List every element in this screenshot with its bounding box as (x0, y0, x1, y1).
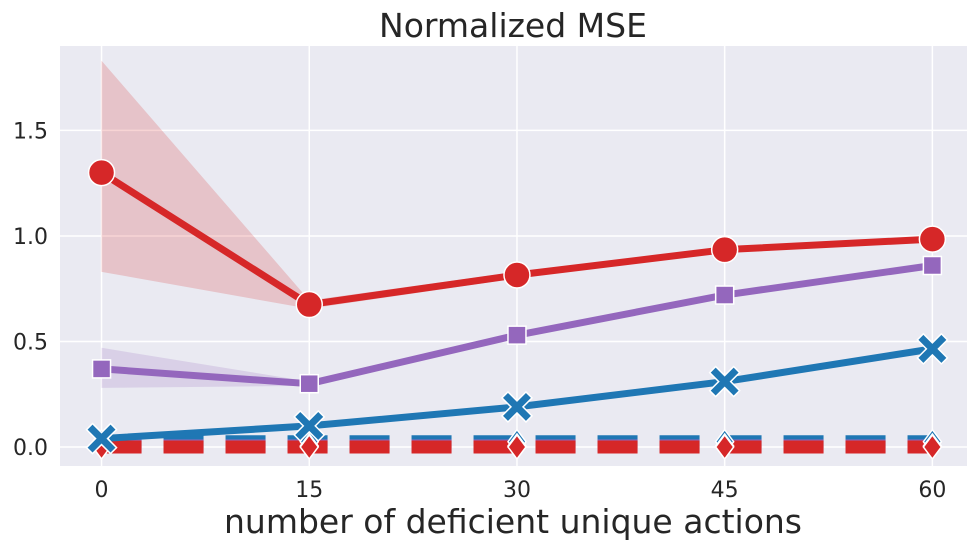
data-point (91, 359, 112, 379)
data-point (918, 225, 947, 253)
data-point (295, 290, 324, 319)
x-axis-label: number of deficient unique actions (224, 502, 802, 541)
x-tick-label: 0 (95, 478, 109, 503)
data-point (710, 367, 739, 396)
x-tick-label: 30 (503, 478, 531, 503)
data-point (714, 285, 735, 305)
data-point (503, 392, 531, 421)
data-point (918, 334, 947, 363)
data-point (87, 424, 116, 453)
x-tick-label: 45 (711, 478, 739, 503)
data-point (295, 411, 324, 440)
x-tick-label: 60 (918, 478, 946, 503)
data-point (299, 433, 320, 461)
chart-title: Normalized MSE (379, 6, 647, 45)
y-tick-label: 0.5 (13, 330, 48, 355)
data-point (299, 373, 320, 394)
data-point (507, 433, 527, 461)
tick-labels: 0 15 30 45 60 0.0 0.5 1.0 1.5 (13, 119, 946, 503)
x-tick-label: 15 (295, 478, 323, 503)
y-tick-label: 1.5 (13, 119, 48, 144)
y-tick-label: 0.0 (13, 436, 48, 461)
plot-background (60, 46, 967, 466)
data-point (503, 261, 531, 289)
data-point (507, 325, 527, 345)
confidence-band (101, 60, 933, 309)
data-point (87, 158, 116, 187)
data-point (922, 433, 943, 461)
series-markers (85, 158, 949, 461)
data-point (714, 433, 735, 461)
y-tick-label: 1.0 (13, 225, 48, 250)
data-point (710, 235, 739, 264)
data-point (922, 255, 943, 276)
